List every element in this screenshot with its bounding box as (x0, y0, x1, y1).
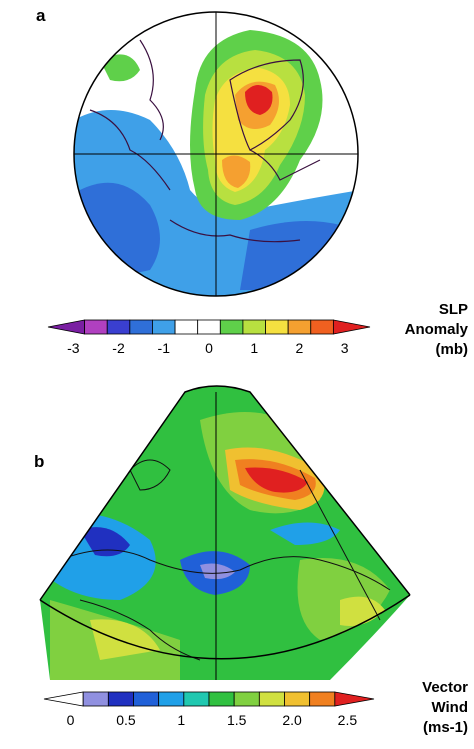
slp-swatch (47, 319, 86, 335)
wind-tick-label: 1.5 (226, 712, 247, 728)
wind-title-line-2: Wind (431, 699, 468, 716)
slp-colorbar-title: SLP Anomaly (mb) (388, 300, 468, 360)
slp-swatch (287, 319, 312, 335)
panel-b-label: b (34, 452, 45, 471)
slp-tick-label: 0 (205, 340, 213, 356)
wind-swatch (233, 691, 260, 707)
wind-swatch (107, 691, 134, 707)
sector-map-bottom-arc (39, 594, 411, 660)
slp-swatch (219, 319, 244, 335)
wind-title-line-3: (ms-1) (422, 719, 468, 736)
slp-colorbar (47, 319, 371, 335)
slp-swatch (332, 319, 371, 335)
wind-swatch (258, 691, 285, 707)
wind-swatch (208, 691, 235, 707)
wind-colorbar (43, 691, 375, 707)
wind-swatch (183, 691, 210, 707)
wind-swatch (158, 691, 185, 707)
slp-swatch (152, 319, 176, 335)
slp-title-line-1: SLP (438, 301, 468, 318)
slp-tick-label: -3 (67, 340, 80, 356)
slp-swatch (265, 319, 289, 335)
wind-title-line-1: Vector (422, 679, 468, 696)
wind-tick-label: 0 (66, 712, 75, 728)
wind-tick-label: 0.5 (116, 712, 136, 728)
slp-tick-label: -1 (157, 340, 170, 356)
slp-swatch (310, 319, 334, 335)
wind-colorbar-title: Vector Wind (ms-1) (388, 678, 468, 738)
polar-map-border (73, 11, 359, 297)
slp-swatch (84, 319, 108, 335)
slp-title-line-3: (mb) (435, 341, 469, 358)
slp-tick-label: -2 (112, 340, 125, 356)
wind-swatch (43, 691, 84, 707)
wind-swatch (133, 691, 160, 707)
slp-tick-label: 3 (340, 340, 349, 356)
wind-swatch (284, 691, 311, 707)
wind-swatch (334, 691, 375, 707)
slp-swatch (174, 319, 199, 335)
wind-tick-label: 2.0 (282, 712, 302, 728)
sector-map-border (39, 385, 411, 601)
slp-tick-label: 2 (295, 340, 304, 356)
panel-a-label: a (36, 6, 46, 25)
slp-swatch (197, 319, 221, 335)
slp-swatch (106, 319, 131, 335)
slp-swatch (242, 319, 266, 335)
slp-anomaly-map (74, 12, 358, 296)
slp-tick-label: 1 (250, 340, 259, 356)
wind-tick-label: 1 (177, 712, 186, 728)
wind-swatch (82, 691, 109, 707)
slp-swatch (129, 319, 153, 335)
vector-wind-map (40, 386, 410, 680)
wind-swatch (309, 691, 336, 707)
wind-tick-label: 2.5 (337, 712, 358, 728)
slp-title-line-2: Anomaly (404, 321, 468, 338)
